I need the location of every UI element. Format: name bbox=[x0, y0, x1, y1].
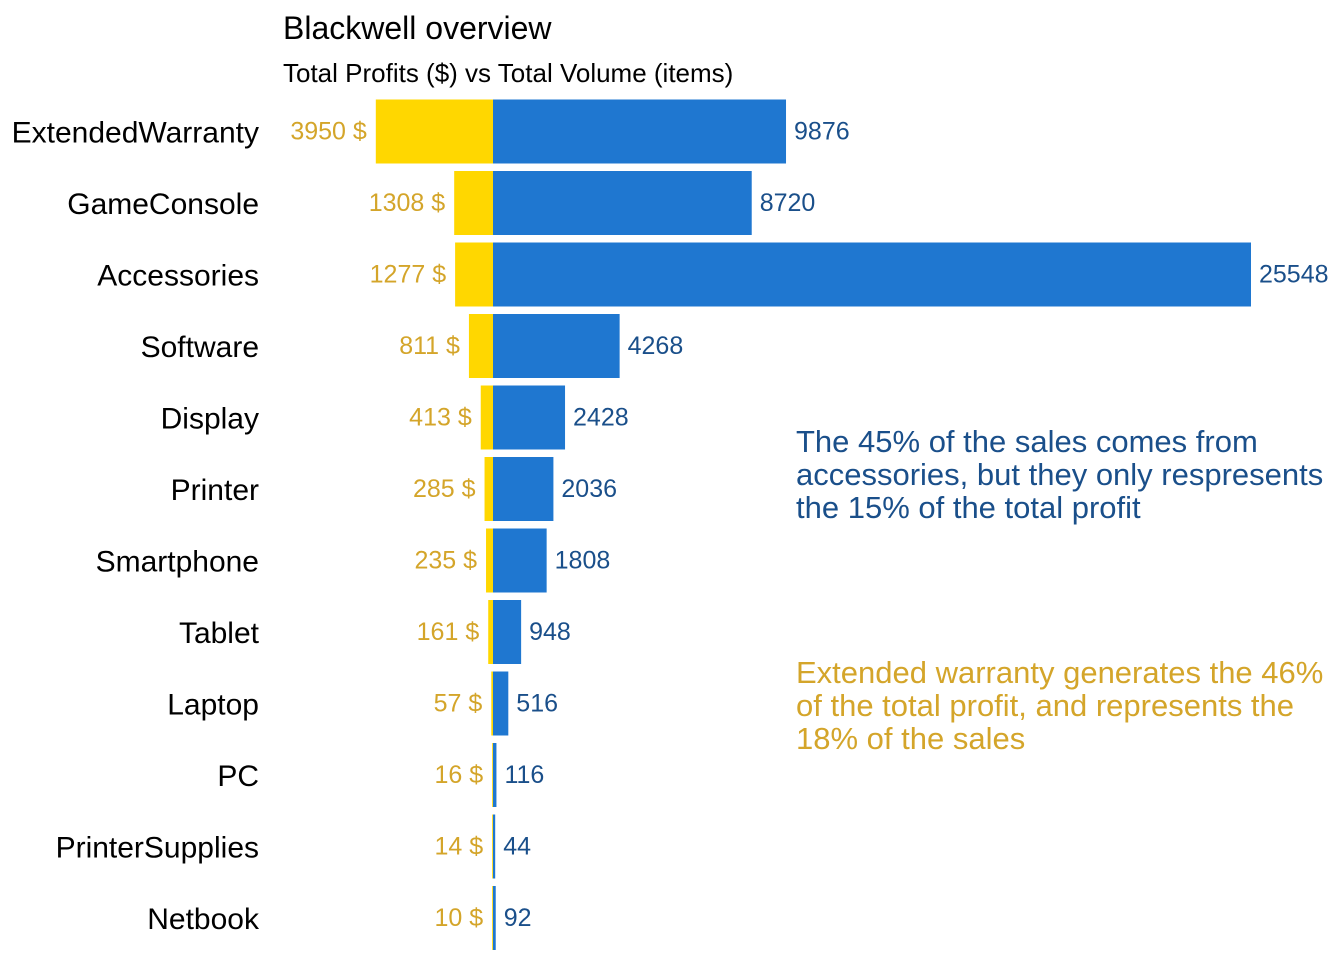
volume-bar-accessories bbox=[493, 242, 1251, 307]
category-label-printer: Printer bbox=[171, 474, 259, 507]
profit-bar-netbook bbox=[492, 886, 493, 950]
profit-value-label-smartphone: 235 $ bbox=[414, 547, 477, 575]
volume-value-label-printer: 2036 bbox=[561, 475, 617, 503]
profit-value-label-printersupplies: 14 $ bbox=[435, 833, 484, 861]
profit-bar-printer bbox=[484, 457, 493, 521]
profit-bar-pc bbox=[492, 743, 493, 807]
profit-value-label-tablet: 161 $ bbox=[417, 618, 480, 646]
volume-value-label-netbook: 92 bbox=[504, 904, 532, 932]
category-label-tablet: Tablet bbox=[179, 617, 260, 650]
volume-bar-netbook bbox=[493, 886, 496, 950]
profit-bar-laptop bbox=[491, 671, 493, 736]
category-label-netbook: Netbook bbox=[147, 903, 260, 936]
profit-value-label-netbook: 10 $ bbox=[435, 904, 484, 932]
volume-value-label-pc: 116 bbox=[504, 761, 544, 789]
volume-bar-printersupplies bbox=[493, 814, 496, 879]
profit-bar-printersupplies bbox=[492, 814, 493, 879]
profit-value-label-laptop: 57 $ bbox=[434, 690, 483, 718]
volume-bar-pc bbox=[493, 743, 497, 807]
profit-value-label-gameconsole: 1308 $ bbox=[369, 189, 446, 217]
profit-bar-display bbox=[480, 385, 493, 450]
volume-value-label-printersupplies: 44 bbox=[503, 833, 531, 861]
profit-annotation: Extended warranty generates the 46% of t… bbox=[796, 655, 1324, 756]
volume-bar-display bbox=[493, 385, 566, 450]
volume-bar-smartphone bbox=[493, 528, 547, 593]
volume-value-label-extendedwarranty: 9876 bbox=[794, 118, 850, 146]
volume-bar-laptop bbox=[493, 671, 509, 736]
volume-bar-extendedwarranty bbox=[493, 99, 787, 164]
volume-bar-software bbox=[493, 314, 620, 378]
category-label-printersupplies: PrinterSupplies bbox=[56, 832, 259, 865]
profit-bar-gameconsole bbox=[454, 171, 493, 235]
category-label-gameconsole: GameConsole bbox=[67, 188, 259, 221]
volume-bar-gameconsole bbox=[493, 171, 752, 235]
volume-annotation: The 45% of the sales comes from accessor… bbox=[796, 424, 1324, 525]
chart-title: Blackwell overview bbox=[283, 10, 552, 46]
volume-value-label-smartphone: 1808 bbox=[555, 547, 611, 575]
category-label-extendedwarranty: ExtendedWarranty bbox=[12, 117, 259, 150]
volume-value-label-display: 2428 bbox=[573, 404, 629, 432]
category-label-accessories: Accessories bbox=[97, 260, 259, 293]
volume-bar-printer bbox=[493, 457, 554, 521]
profit-value-label-printer: 285 $ bbox=[413, 475, 476, 503]
profit-bar-software bbox=[468, 314, 493, 378]
profit-bar-tablet bbox=[488, 600, 493, 664]
profit-bar-extendedwarranty bbox=[375, 99, 493, 164]
profit-value-label-software: 811 $ bbox=[399, 332, 460, 360]
profit-value-label-extendedwarranty: 3950 $ bbox=[290, 118, 367, 146]
profit-bar-accessories bbox=[455, 242, 493, 307]
profit-value-label-accessories: 1277 $ bbox=[370, 261, 447, 289]
category-label-display: Display bbox=[161, 403, 259, 436]
profit-bar-smartphone bbox=[486, 528, 493, 593]
volume-bar-tablet bbox=[493, 600, 522, 664]
category-label-smartphone: Smartphone bbox=[96, 546, 259, 579]
volume-value-label-laptop: 516 bbox=[516, 690, 558, 718]
volume-value-label-software: 4268 bbox=[628, 332, 684, 360]
chart-subtitle: Total Profits ($) vs Total Volume (items… bbox=[283, 58, 734, 88]
volume-value-label-accessories: 25548 bbox=[1259, 261, 1329, 289]
category-label-software: Software bbox=[141, 331, 259, 364]
category-label-pc: PC bbox=[217, 760, 259, 793]
profit-value-label-pc: 16 $ bbox=[435, 761, 484, 789]
volume-value-label-gameconsole: 8720 bbox=[760, 189, 816, 217]
category-label-laptop: Laptop bbox=[167, 689, 259, 722]
profit-value-label-display: 413 $ bbox=[409, 404, 472, 432]
volume-value-label-tablet: 948 bbox=[529, 618, 571, 646]
